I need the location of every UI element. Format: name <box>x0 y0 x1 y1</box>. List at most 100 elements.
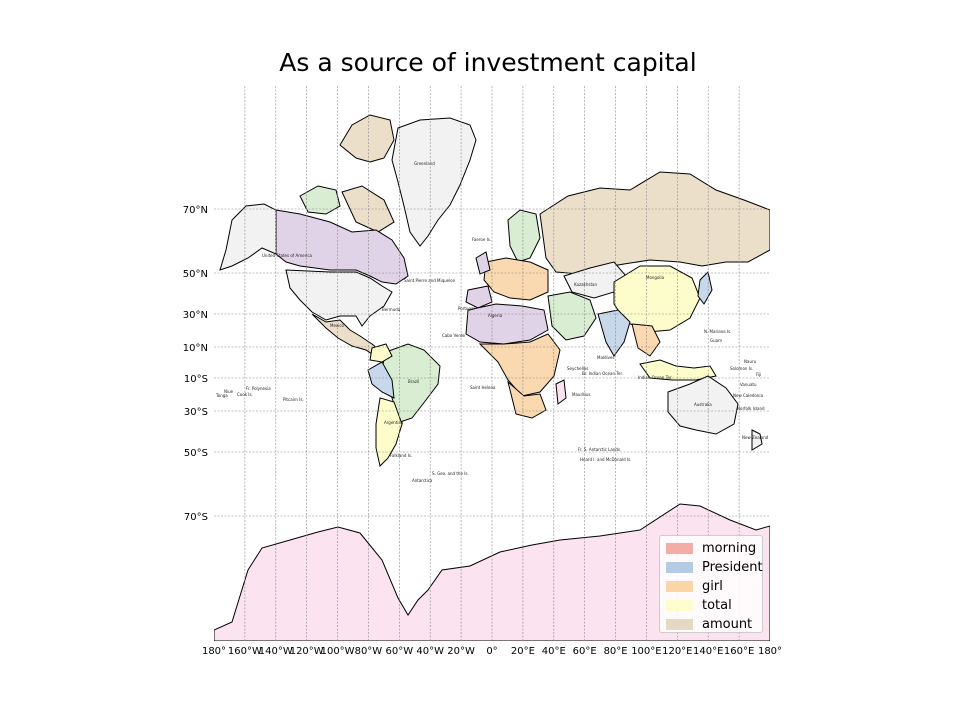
region-arctic-islands <box>339 114 395 163</box>
lon-tick-label: 140°E <box>693 646 723 657</box>
place-label: Mexico <box>330 323 345 328</box>
lat-tick-label: 10°S <box>184 374 208 385</box>
place-label: Guam <box>710 338 722 343</box>
region-australia <box>667 375 739 435</box>
place-label: Niue <box>224 389 234 394</box>
place-label: Saint Pierre and Miquelon <box>404 278 456 283</box>
place-label: Fr. Polynesia <box>246 386 271 391</box>
lon-tick-label: 160°E <box>724 646 754 657</box>
place-label: Fr. S. Antarctic Lands <box>578 447 620 452</box>
region-iberia <box>465 285 493 309</box>
lat-tick-label: 70°S <box>184 512 208 523</box>
place-label: Solomon Is. <box>730 366 753 371</box>
place-label: Nauru <box>744 359 757 364</box>
legend-swatch <box>666 581 693 592</box>
region-uk <box>475 251 491 275</box>
region-indonesia <box>639 359 717 381</box>
region-madagascar <box>555 379 567 405</box>
lon-tick-label: 40°E <box>542 646 566 657</box>
lon-tick-label: 0° <box>486 646 497 657</box>
lat-tick-label: 30°S <box>184 407 208 418</box>
graticule <box>214 86 770 641</box>
map-area: Greenland United States of America Saint… <box>214 86 770 641</box>
region-central-africa <box>478 333 561 397</box>
place-label: Br. Indian Ocean Ter. <box>582 371 623 376</box>
place-label: United States of America <box>262 253 313 258</box>
lat-tick-label: 50°S <box>184 448 208 459</box>
legend-label: girl <box>702 579 723 594</box>
place-label: N. Mariana Is. <box>704 329 731 334</box>
place-label: Brazil <box>408 379 419 384</box>
lon-tick-label: 20°E <box>511 646 535 657</box>
lon-ticks: 180° 160°W 140°W 120°W 100°W 80°W 60°W 4… <box>202 646 782 657</box>
region-europe <box>483 257 549 301</box>
place-label: New Caledonia <box>733 393 763 398</box>
lon-tick-label: 80°W <box>355 646 383 657</box>
lon-tick-label: 140°W <box>259 646 293 657</box>
place-label: S. Geo. and the Is. <box>432 471 469 476</box>
map-title: As a source of investment capital <box>279 48 697 77</box>
place-label: Australia <box>694 402 712 407</box>
lon-tick-label: 80°E <box>604 646 628 657</box>
legend-label: total <box>702 598 732 613</box>
place-label: Norfolk Island <box>737 406 765 411</box>
place-label: Cook Is. <box>237 392 253 397</box>
legend-swatch <box>666 600 693 611</box>
region-south-africa <box>507 380 547 419</box>
legend: morning President girl total amount <box>659 535 763 633</box>
place-label: Mauritius <box>572 392 591 397</box>
region-colombia <box>369 343 393 363</box>
lon-tick-label: 120°W <box>290 646 324 657</box>
legend-item: President <box>666 558 763 577</box>
lon-tick-label: 100°E <box>631 646 661 657</box>
lat-ticks: 70°N 50°N 30°N 10°N 10°S 30°S 50°S 70°S <box>183 205 208 523</box>
place-label: Seychelles <box>567 366 588 371</box>
legend-item: morning <box>666 539 756 558</box>
lon-tick-label: 60°E <box>573 646 597 657</box>
lon-tick-label: 120°E <box>662 646 692 657</box>
lon-tick-label: 40°W <box>416 646 444 657</box>
region-usa <box>285 269 393 327</box>
place-label: Saint Helena <box>470 385 496 390</box>
lon-tick-label: 100°W <box>321 646 355 657</box>
place-label: Vanuatu <box>740 382 757 387</box>
legend-item: total <box>666 596 756 615</box>
lon-tick-label: 180° <box>202 646 226 657</box>
place-label: Mongolia <box>646 275 665 280</box>
legend-label: amount <box>702 617 753 632</box>
region-argentina <box>375 397 403 467</box>
lon-tick-label: 60°W <box>385 646 413 657</box>
legend-label: morning <box>702 541 757 556</box>
place-label: Tonga <box>215 393 228 398</box>
place-label: Cabo Verde <box>442 333 466 338</box>
place-label: Portugal <box>458 306 475 311</box>
region-greenland <box>391 117 477 247</box>
place-label: Faeroe Is. <box>472 237 491 242</box>
region-new-zealand <box>751 429 763 451</box>
legend-swatch <box>666 562 693 573</box>
region-scandinavia <box>507 209 541 263</box>
place-label: New Zealand <box>742 435 769 440</box>
place-label: Greenland <box>414 161 435 166</box>
lat-tick-label: 50°N <box>183 269 208 280</box>
place-label: Algeria <box>488 313 503 318</box>
region-india <box>597 309 631 357</box>
place-label: Antarctica <box>412 478 433 483</box>
lon-tick-label: 20°W <box>447 646 475 657</box>
place-labels: Greenland United States of America Saint… <box>215 161 769 483</box>
place-label: Indian Ocean Ter. <box>638 375 672 380</box>
region-arctic-islands-2 <box>299 185 341 215</box>
region-middle-east <box>547 291 597 341</box>
place-label: Pitcairn Is. <box>283 397 304 402</box>
lat-tick-label: 10°N <box>183 343 208 354</box>
legend-item: girl <box>666 577 756 596</box>
place-label: Fiji <box>756 372 761 377</box>
lat-tick-label: 70°N <box>183 205 208 216</box>
legend-swatch <box>666 619 693 630</box>
place-label: Maldives <box>597 355 615 360</box>
place-label: Kazakhstan <box>574 282 598 287</box>
legend-swatch <box>666 543 693 554</box>
lon-tick-label: 160°W <box>228 646 262 657</box>
place-label: Falkland Is. <box>390 453 412 458</box>
